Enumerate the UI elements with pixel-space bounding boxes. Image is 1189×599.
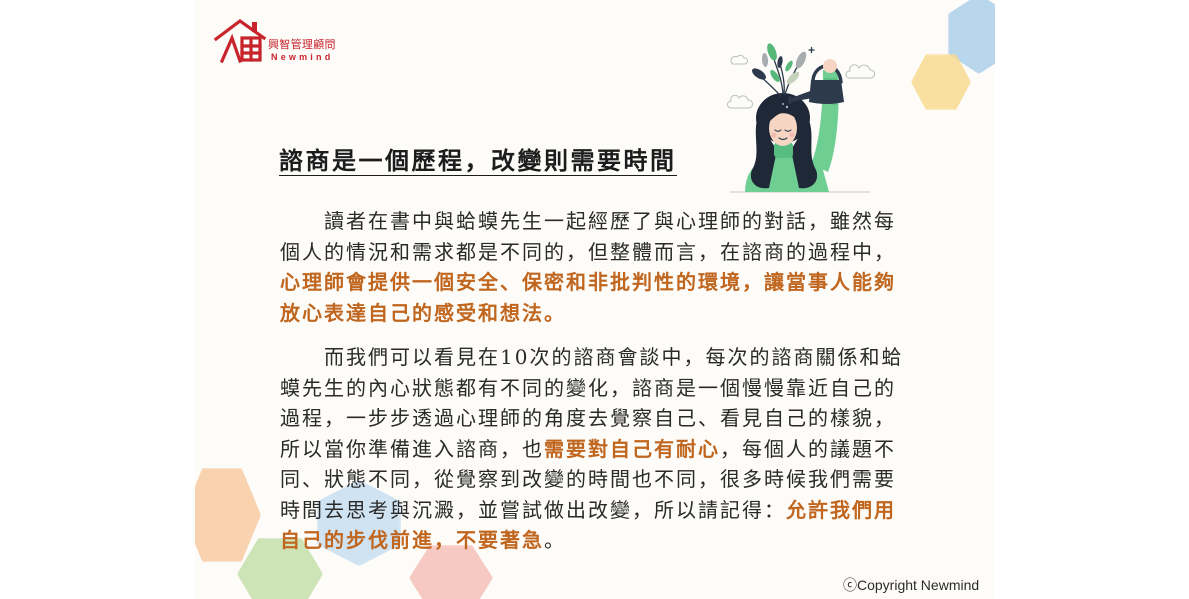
text-segment: 蟆先生的內心狀態都有不同的變化，諮商是一個慢慢靠近自己的 [280, 375, 896, 400]
text-line: 心理師會提供一個安全、保密和非批判性的環境，讓當事人能夠 [280, 267, 905, 298]
text-segment: 而我們可以看見在10次的諮商會談中，每次的諮商關係和蛤 [324, 345, 904, 369]
page-title: 諮商是一個歷程，改變則需要時間 [279, 146, 677, 176]
text-line: 同、狀態不同，從覺察到改變的時間也不同，很多時候我們需要 [280, 464, 905, 495]
text-segment: 所以當你準備進入諮商，也 [280, 436, 544, 461]
text-line: 蟆先生的內心狀態都有不同的變化，諮商是一個慢慢靠近自己的 [280, 373, 905, 404]
cloud-icon [727, 54, 875, 109]
text-line: 讀者在書中與蛤蟆先生一起經歷了與心理師的對話，雖然每 [280, 206, 905, 237]
text-segment: 讀者在書中與蛤蟆先生一起經歷了與心理師的對話，雖然每 [324, 209, 896, 233]
text-segment: ，每個人的議題不 [720, 436, 896, 461]
text-segment-emphasis: 允許我們用 [786, 497, 896, 522]
text-line: 自己的步伐前進，不要著急。 [280, 525, 905, 556]
brand-name-english: Newmind [271, 52, 334, 62]
text-segment: 同、狀態不同，從覺察到改變的時間也不同，很多時候我們需要 [280, 467, 896, 491]
decor-hexagon-orange [195, 468, 261, 562]
woman-watering-plants-on-head-icon [727, 43, 875, 193]
post-card [195, 0, 995, 599]
text-segment: 過程，一步步透過心理師的角度去覺察自己、看見自己的樣貌， [280, 406, 896, 430]
paragraph-2: 而我們可以看見在10次的諮商會談中，每次的諮商關係和蛤 蟆先生的內心狀態都有不同… [280, 342, 905, 556]
text-line: 過程，一步步透過心理師的角度去覺察自己、看見自己的樣貌， [280, 403, 905, 434]
newmind-house-logo-icon [213, 19, 267, 64]
text-line: 個人的情況和需求都是不同的，但整體而言，在諮商的過程中， [280, 237, 905, 268]
text-segment: 時間去思考與沉澱，並嘗試做出改變，所以請記得： [280, 497, 786, 522]
text-segment-emphasis: 自己的步伐前進，不要著急 [280, 528, 544, 552]
hand [823, 59, 837, 73]
text-line: 時間去思考與沉澱，並嘗試做出改變，所以請記得：允許我們用 [280, 495, 905, 526]
text-segment: 放心表達自己的感受和想法。 [280, 300, 566, 325]
text-line: 放心表達自己的感受和想法。 [280, 298, 905, 329]
text-line: 而我們可以看見在10次的諮商會談中，每次的諮商關係和蛤 [280, 342, 905, 373]
text-segment: 。 [544, 528, 566, 552]
text-line: 所以當你準備進入諮商，也需要對自己有耐心，每個人的議題不 [280, 434, 905, 465]
text-segment: 心理師會提供一個安全、保密和非批判性的環境，讓當事人能夠 [280, 270, 896, 294]
turtleneck [774, 142, 793, 158]
text-segment: 個人的情況和需求都是不同的，但整體而言，在諮商的過程中， [280, 239, 896, 264]
brand-name-chinese: 興智管理顧問 [268, 38, 336, 51]
face [767, 107, 799, 146]
plant-leaves [752, 43, 815, 97]
text-segment-emphasis: 需要對自己有耐心 [544, 436, 720, 461]
paragraph-1: 讀者在書中與蛤蟆先生一起經歷了與心理師的對話，雖然每 個人的情況和需求都是不同的… [280, 206, 905, 328]
copyright-notice: ⓒCopyright Newmind [843, 577, 980, 593]
